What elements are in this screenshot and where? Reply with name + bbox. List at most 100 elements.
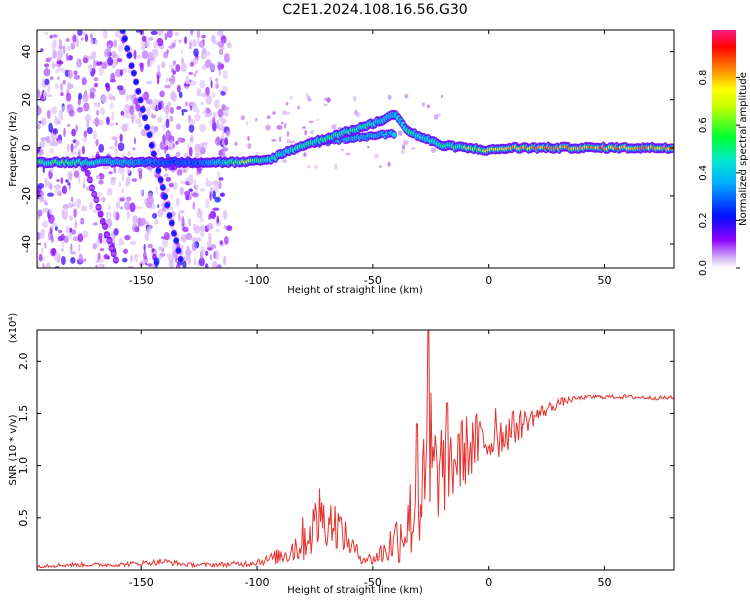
noise-speck: [286, 111, 291, 115]
noise-speck: [61, 106, 66, 111]
noise-speck: [107, 122, 115, 127]
noise-speck: [178, 91, 183, 99]
noise-speck: [354, 109, 358, 116]
noise-speck: [52, 49, 57, 59]
noise-speck: [162, 134, 166, 143]
noise-speck: [200, 231, 205, 237]
noise-speck: [196, 172, 199, 176]
noise-speck: [159, 90, 165, 98]
noise-speck: [139, 217, 147, 226]
noise-speck: [126, 211, 131, 219]
noise-speck: [198, 257, 205, 267]
noise-speck: [174, 31, 180, 36]
noise-speck: [111, 136, 118, 141]
noise-speck: [92, 243, 98, 250]
noise-speck: [113, 228, 119, 236]
noise-speck: [210, 62, 215, 72]
noise-speck: [63, 208, 68, 217]
noise-speck: [188, 188, 194, 192]
noise-speck: [194, 143, 201, 153]
noise-speck: [221, 38, 227, 43]
noise-speck: [89, 33, 93, 39]
noise-speck: [91, 52, 95, 60]
noise-speck: [285, 101, 289, 106]
noise-speck: [212, 190, 216, 200]
noise-speck: [95, 264, 98, 268]
noise-speck: [131, 115, 134, 124]
noise-speck: [73, 74, 81, 80]
noise-speck: [93, 101, 99, 108]
noise-speck: [222, 111, 229, 117]
noise-speck: [60, 177, 64, 184]
noise-speck: [125, 94, 129, 102]
noise-speck: [117, 44, 124, 53]
noise-speck: [72, 236, 79, 242]
noise-speck: [99, 61, 103, 65]
noise-speck: [50, 225, 54, 229]
noise-speck: [155, 186, 159, 194]
noise-speck: [204, 108, 207, 119]
noise-speck: [177, 84, 181, 93]
noise-speck: [45, 135, 51, 144]
noise-speck: [114, 30, 122, 38]
noise-speck: [156, 74, 160, 85]
noise-speck: [40, 117, 47, 126]
noise-speck: [184, 83, 190, 87]
noise-speck: [69, 251, 77, 255]
noise-speck: [212, 260, 218, 268]
noise-speck: [184, 190, 191, 197]
noise-speck: [39, 190, 45, 197]
x-tick-label: 0: [485, 274, 492, 287]
colorbar-tick-label: 0.2: [698, 212, 709, 228]
noise-speck: [247, 143, 252, 149]
noise-speck: [63, 127, 66, 138]
noise-speck: [175, 140, 179, 145]
noise-speck: [70, 196, 74, 203]
noise-speck: [206, 223, 214, 230]
noise-speck: [157, 208, 164, 218]
noise-speck: [101, 94, 108, 104]
noise-speck: [188, 71, 194, 76]
spectrogram-x-ticks: -150 -100 -50 0 50: [129, 30, 612, 287]
noise-speck: [70, 42, 76, 50]
diagonal-track: [109, 247, 114, 250]
noise-speck: [133, 254, 140, 258]
noise-speck: [77, 233, 84, 243]
noise-speck: [146, 80, 153, 85]
noise-speck: [267, 115, 271, 119]
noise-speck: [111, 51, 117, 59]
noise-speck: [38, 253, 43, 262]
noise-speck: [217, 62, 221, 71]
noise-speck: [152, 49, 158, 58]
noise-speck: [111, 111, 115, 121]
noise-speck: [433, 114, 439, 120]
diagonal-track: [138, 98, 143, 102]
noise-speck: [83, 102, 90, 112]
noise-speck: [286, 139, 291, 142]
noise-speck: [169, 106, 174, 114]
noise-speck: [95, 139, 99, 147]
noise-speck: [199, 40, 205, 48]
noise-speck: [98, 119, 104, 126]
noise-speck: [98, 263, 105, 268]
noise-speck: [188, 39, 193, 50]
noise-speck: [172, 70, 176, 75]
noise-speck: [188, 218, 192, 227]
noise-speck: [47, 84, 51, 94]
noise-speck: [206, 51, 211, 57]
noise-speck: [307, 165, 311, 169]
noise-speck: [141, 35, 147, 42]
noise-speck: [176, 197, 180, 207]
noise-speck: [153, 40, 159, 49]
noise-speck: [176, 106, 182, 110]
noise-speck: [136, 54, 142, 59]
noise-speck: [105, 116, 110, 125]
noise-speck: [58, 38, 63, 48]
noise-speck: [151, 263, 156, 268]
noise-speck: [66, 81, 72, 90]
noise-speck: [247, 135, 250, 142]
noise-speck: [323, 103, 328, 107]
noise-speck: [99, 247, 105, 252]
noise-speck: [378, 165, 382, 169]
noise-speck: [43, 68, 51, 77]
